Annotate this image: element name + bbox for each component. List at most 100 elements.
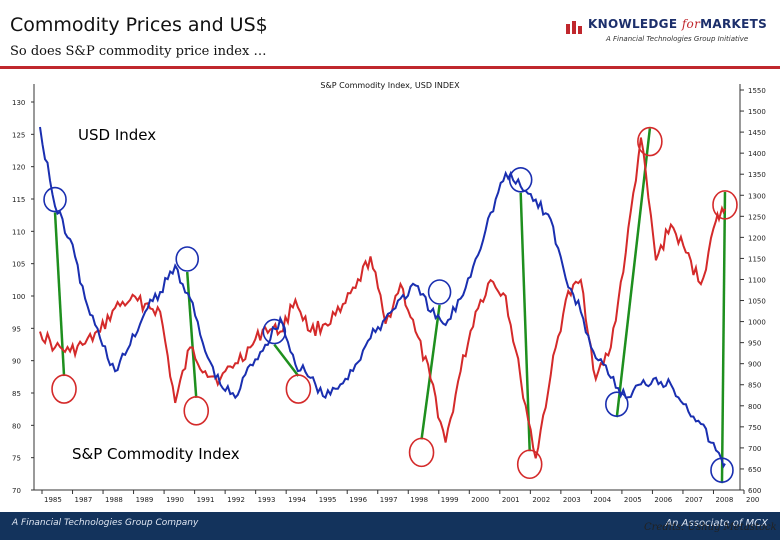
logo-word-markets: MARKETS — [700, 17, 768, 31]
right-tick-label: 850 — [748, 382, 761, 390]
right-tick-label: 900 — [748, 361, 761, 369]
x-tick-label: 1985 — [44, 496, 62, 504]
right-tick-label: 1400 — [748, 150, 766, 158]
left-tick-label: 115 — [12, 196, 25, 204]
x-tick-label: 2003 — [563, 496, 581, 504]
slide-footer: A Financial Technologies Group Company A… — [0, 512, 780, 540]
x-tick-label: 1995 — [319, 496, 337, 504]
usd-turning-point-circle — [43, 186, 67, 213]
left-tick-label: 105 — [12, 261, 25, 269]
usd-turning-point-circle — [605, 391, 629, 418]
left-tick-label: 90 — [12, 358, 21, 366]
x-tick-label: 1992 — [227, 496, 245, 504]
turning-point-connector — [519, 192, 531, 452]
usd-index-label: USD Index — [78, 126, 156, 144]
usd-turning-point-circle — [175, 246, 200, 272]
left-tick-label: 125 — [12, 131, 25, 139]
plot-background — [34, 74, 740, 492]
right-tick-label: 1000 — [748, 319, 766, 327]
right-tick-label: 1200 — [748, 234, 766, 242]
usd-turning-point-circle — [508, 167, 533, 193]
x-tick-label: 2007 — [685, 496, 703, 504]
left-tick-label: 75 — [12, 455, 21, 463]
x-tick-label: 1994 — [288, 496, 306, 504]
chart-title: S&P Commodity Index, USD INDEX — [320, 81, 460, 90]
right-tick-label: 1450 — [748, 129, 766, 137]
right-tick-label: 800 — [748, 403, 761, 411]
right-tick-label: 950 — [748, 340, 761, 348]
logo-tagline: A Financial Technologies Group Initiativ… — [606, 35, 749, 43]
series-group — [39, 126, 726, 469]
turning-point-connector — [273, 343, 300, 377]
commodity-turning-point-circle — [51, 374, 77, 404]
x-tick-label: 2006 — [654, 496, 672, 504]
header-accent-line — [0, 66, 780, 69]
usd-index-line — [39, 126, 726, 469]
chart-area: S&P Commodity Index, USD INDEX 130 125 120… — [0, 72, 780, 512]
right-tick-label: 1300 — [748, 192, 766, 200]
right-tick-label: 1050 — [748, 298, 766, 306]
left-tick-label: 120 — [12, 164, 25, 172]
turning-point-group — [43, 126, 738, 484]
x-tick-label: 1990 — [166, 496, 184, 504]
turning-point-connector — [420, 304, 441, 440]
x-tick-label: 1989 — [136, 496, 154, 504]
turning-point-connector — [185, 271, 198, 398]
left-tick-label: 85 — [12, 390, 21, 398]
right-tick-label: 1150 — [748, 255, 766, 263]
commodity-index-label: S&P Commodity Index — [72, 445, 240, 463]
x-tick-label: 1997 — [380, 496, 398, 504]
turning-point-connector — [615, 128, 652, 418]
x-tick-label: 2002 — [532, 496, 550, 504]
right-tick-label: 1550 — [748, 87, 766, 95]
commodity-turning-point-circle — [285, 374, 312, 404]
left-tick-label: 95 — [12, 325, 21, 333]
commodity-turning-point-circle — [516, 449, 543, 480]
slide-title: Commodity Prices and US$ — [10, 14, 268, 36]
slide-header: Commodity Prices and US$ So does S&P com… — [0, 0, 780, 72]
right-tick-label: 600 — [748, 487, 761, 495]
right-tick-label: 1500 — [748, 108, 766, 116]
x-tick-label: 1987 — [75, 496, 93, 504]
right-tick-label: 650 — [748, 466, 761, 474]
x-tick-label: 1998 — [410, 496, 428, 504]
usd-turning-point-circle — [262, 318, 287, 345]
right-tick-label: 700 — [748, 445, 761, 453]
left-tick-label: 100 — [12, 293, 25, 301]
x-tick-label: 2005 — [624, 496, 642, 504]
usd-turning-point-circle — [427, 279, 452, 305]
logo-word-for: for — [681, 17, 701, 31]
commodity-turning-point-circle — [637, 126, 663, 157]
knowledge-for-markets-logo: KNOWLEDGE forMARKETS A Financial Technol… — [566, 14, 767, 54]
x-tick-label: 1991 — [197, 496, 215, 504]
x-tick-label: 1999 — [441, 496, 459, 504]
left-tick-label: 110 — [12, 228, 25, 236]
data-credit: Credits: Ushug Metastock — [644, 522, 777, 533]
x-tick-label: 2008 — [715, 496, 733, 504]
commodity-turning-point-circle — [712, 190, 738, 220]
footer-company-text: A Financial Technologies Group Company — [12, 518, 199, 528]
logo-mark-icon — [566, 21, 582, 34]
x-tick-label: 1996 — [349, 496, 367, 504]
right-tick-label: 1100 — [748, 276, 766, 284]
x-tick-label: 2000 — [471, 496, 489, 504]
x-tick-label: 200 — [746, 496, 759, 504]
right-tick-label: 750 — [748, 424, 761, 432]
x-tick-label: 1993 — [258, 496, 276, 504]
footer-associate-text: An Associate of MCX — [665, 518, 768, 529]
axes-group: 130 125 120 115 110 105 100 95 90 85 80 75 70 1550 150… — [12, 84, 766, 504]
logo-word-knowledge: KNOWLEDGE — [588, 17, 682, 31]
turning-point-connector — [720, 191, 727, 484]
right-tick-label: 1250 — [748, 213, 766, 221]
x-tick-label: 2001 — [502, 496, 520, 504]
left-tick-label: 80 — [12, 422, 21, 430]
right-tick-label: 1350 — [748, 171, 766, 179]
logo-wordmark: KNOWLEDGE forMARKETS — [588, 17, 767, 31]
commodity-turning-point-circle — [183, 395, 210, 426]
left-tick-label: 70 — [12, 487, 21, 495]
usd-turning-point-circle — [710, 457, 734, 484]
commodity-usd-chart: S&P Commodity Index, USD INDEX 130 125 120… — [12, 74, 766, 504]
commodity-turning-point-circle — [408, 437, 435, 468]
commodity-index-line — [39, 137, 726, 459]
left-tick-label: 130 — [12, 99, 25, 107]
